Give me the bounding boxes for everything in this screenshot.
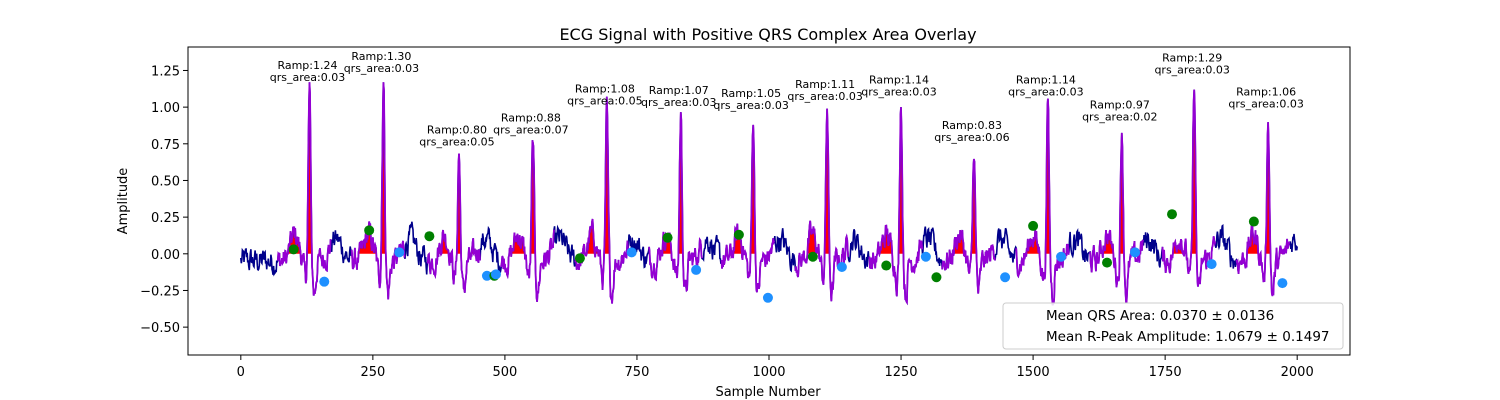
qrs-segment-line xyxy=(868,107,924,306)
qrs-area-annotation: qrs_area:0.03 xyxy=(1008,86,1083,99)
s-point-marker xyxy=(319,276,330,287)
qrs-area-annotation: qrs_area:0.02 xyxy=(1082,111,1157,124)
q-point-marker xyxy=(424,231,435,242)
x-tick-label: 750 xyxy=(625,365,650,380)
x-tick-label: 500 xyxy=(492,365,517,380)
s-point-marker xyxy=(691,264,702,275)
ramp-annotation: Ramp:0.80 xyxy=(427,123,487,136)
legend-entry-r-peak: Mean R-Peak Amplitude: 1.0679 ± 0.1497 xyxy=(1046,329,1330,345)
q-point-marker xyxy=(881,260,892,271)
qrs-segment-line xyxy=(941,158,996,294)
s-point-marker xyxy=(920,251,931,262)
q-point-marker xyxy=(662,232,673,243)
x-tick-label: 1250 xyxy=(884,365,917,380)
ramp-annotation: Ramp:1.06 xyxy=(1236,85,1296,98)
legend: Mean QRS Area: 0.0370 ± 0.0136 Mean R-Pe… xyxy=(1002,302,1344,350)
s-point-marker xyxy=(1000,272,1011,283)
qrs-segment-line xyxy=(426,153,481,293)
q-point-marker xyxy=(931,272,942,283)
qrs-segment-line xyxy=(648,112,703,293)
qrs-area-annotation: qrs_area:0.03 xyxy=(1228,97,1303,110)
x-tick-label: 0 xyxy=(237,365,245,380)
s-point-marker xyxy=(1130,247,1141,258)
ramp-annotation: Ramp:1.14 xyxy=(869,74,929,87)
qrs-segment-line xyxy=(1089,132,1144,304)
s-point-marker xyxy=(1277,278,1288,289)
ramp-annotation: Ramp:1.07 xyxy=(649,84,709,97)
qrs-area-annotation: qrs_area:0.07 xyxy=(493,124,568,137)
qrs-area-annotation: qrs_area:0.03 xyxy=(861,86,936,99)
s-point-marker xyxy=(490,269,501,280)
x-tick-label: 250 xyxy=(360,365,385,380)
x-tick-label: 2000 xyxy=(1281,365,1314,380)
ramp-annotation: Ramp:1.11 xyxy=(795,78,855,91)
s-point-marker xyxy=(1056,251,1067,262)
y-tick-label: 1.25 xyxy=(151,64,180,79)
qrs-area-annotation: qrs_area:0.05 xyxy=(419,135,494,148)
legend-entry-qrs-area: Mean QRS Area: 0.0370 ± 0.0136 xyxy=(1046,308,1274,324)
y-axis: −0.50 −0.25 0.00 0.25 0.50 0.75 1.00 1.25 xyxy=(140,64,188,336)
chart-title: ECG Signal with Positive QRS Complex Are… xyxy=(559,25,976,44)
x-axis-title: Sample Number xyxy=(715,385,821,400)
y-tick-label: −0.25 xyxy=(140,284,180,299)
qrs-area-annotation: qrs_area:0.03 xyxy=(270,71,345,84)
s-point-marker xyxy=(394,247,405,258)
q-point-marker xyxy=(1102,257,1113,268)
ramp-annotation: Ramp:1.30 xyxy=(351,50,411,63)
qrs-area-annotation: qrs_area:0.06 xyxy=(934,131,1009,144)
ramp-annotation: Ramp:1.05 xyxy=(721,87,781,100)
y-axis-title: Amplitude xyxy=(116,168,131,235)
qrs-area-annotation: qrs_area:0.03 xyxy=(641,96,716,109)
ramp-annotation: Ramp:0.83 xyxy=(942,119,1002,132)
beat-annotations: Ramp:1.24qrs_area:0.03Ramp:1.30qrs_area:… xyxy=(270,50,1304,148)
qrs-segment-line xyxy=(574,96,629,304)
q-point-marker xyxy=(574,253,585,264)
ramp-annotation: Ramp:1.14 xyxy=(1016,74,1076,87)
s-point-marker xyxy=(481,270,492,281)
plot-area xyxy=(240,82,1298,306)
y-tick-label: −0.50 xyxy=(140,321,180,336)
y-tick-label: 1.00 xyxy=(151,101,180,116)
legend-box xyxy=(1002,302,1344,350)
qrs-segment-line xyxy=(1161,89,1217,287)
q-point-marker xyxy=(733,229,744,240)
q-point-marker xyxy=(364,225,375,236)
ramp-annotation: Ramp:0.88 xyxy=(501,112,561,125)
qrs-area-annotation: qrs_area:0.03 xyxy=(1154,64,1229,77)
s-point-marker xyxy=(626,247,637,258)
s-point-marker xyxy=(762,292,773,303)
x-tick-label: 1750 xyxy=(1149,365,1182,380)
q-point-marker xyxy=(1167,209,1178,220)
x-axis: 0 250 500 750 1000 1250 1500 1750 2000 xyxy=(237,355,1314,380)
ramp-annotation: Ramp:1.29 xyxy=(1162,52,1222,65)
ramp-annotation: Ramp:1.08 xyxy=(575,82,635,95)
qrs-area-annotation: qrs_area:0.03 xyxy=(344,62,419,75)
s-point-marker xyxy=(1206,259,1217,270)
qrs-segment-line xyxy=(500,140,555,302)
y-tick-label: 0.25 xyxy=(151,211,180,226)
x-tick-label: 1000 xyxy=(752,365,785,380)
q-point-marker xyxy=(1028,220,1039,231)
y-tick-label: 0.00 xyxy=(151,248,180,263)
y-tick-label: 0.75 xyxy=(151,138,180,153)
ramp-annotation: Ramp:0.97 xyxy=(1090,99,1150,112)
qrs-segment-line xyxy=(1235,122,1291,297)
s-point-marker xyxy=(836,262,847,272)
qrs-area-annotation: qrs_area:0.05 xyxy=(567,94,642,107)
x-tick-label: 1500 xyxy=(1017,365,1050,380)
q-point-marker xyxy=(1248,216,1259,227)
qrs-area-annotation: qrs_area:0.03 xyxy=(713,99,788,112)
qrs-area-annotation: qrs_area:0.03 xyxy=(787,90,862,103)
ramp-annotation: Ramp:1.24 xyxy=(277,59,337,72)
qrs-segment-line xyxy=(276,82,332,296)
qrs-segment-line xyxy=(720,124,776,293)
q-point-marker xyxy=(807,251,818,262)
y-tick-label: 0.50 xyxy=(151,174,180,189)
q-point-marker xyxy=(288,244,299,255)
